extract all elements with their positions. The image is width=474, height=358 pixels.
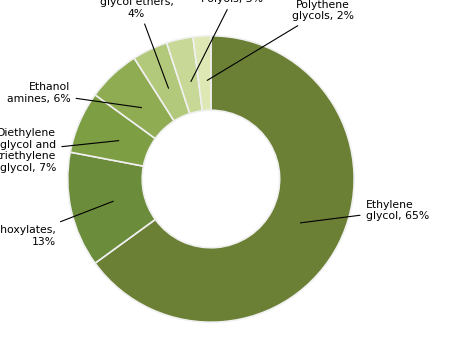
- Text: Ethoxylates,
13%: Ethoxylates, 13%: [0, 201, 113, 247]
- Wedge shape: [70, 95, 155, 166]
- Text: Polythene
glycols, 2%: Polythene glycols, 2%: [207, 0, 354, 81]
- Wedge shape: [167, 37, 202, 113]
- Wedge shape: [193, 36, 211, 111]
- Text: Ethylene
glycol ethers,
4%: Ethylene glycol ethers, 4%: [100, 0, 173, 88]
- Text: Ethylene
glycol, 65%: Ethylene glycol, 65%: [301, 200, 429, 223]
- Text: Diethylene
glycol and
triethylene
glycol, 7%: Diethylene glycol and triethylene glycol…: [0, 128, 119, 173]
- Wedge shape: [68, 152, 155, 263]
- Text: Polyols, 3%: Polyols, 3%: [191, 0, 264, 82]
- Text: Ethanol
amines, 6%: Ethanol amines, 6%: [7, 82, 142, 108]
- Wedge shape: [95, 36, 354, 322]
- Wedge shape: [95, 58, 174, 139]
- Wedge shape: [134, 43, 190, 121]
